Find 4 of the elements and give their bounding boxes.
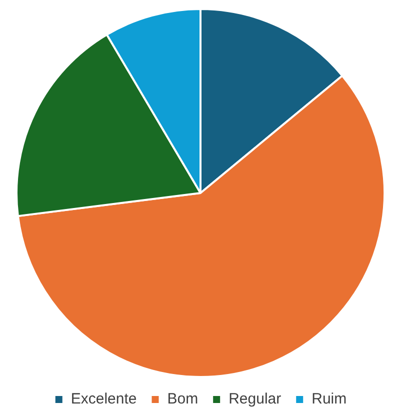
legend-label: Excelente (70, 390, 137, 408)
legend-label: Bom (167, 390, 198, 408)
legend-label: Regular (228, 390, 282, 408)
legend-label: Ruim (312, 390, 347, 408)
